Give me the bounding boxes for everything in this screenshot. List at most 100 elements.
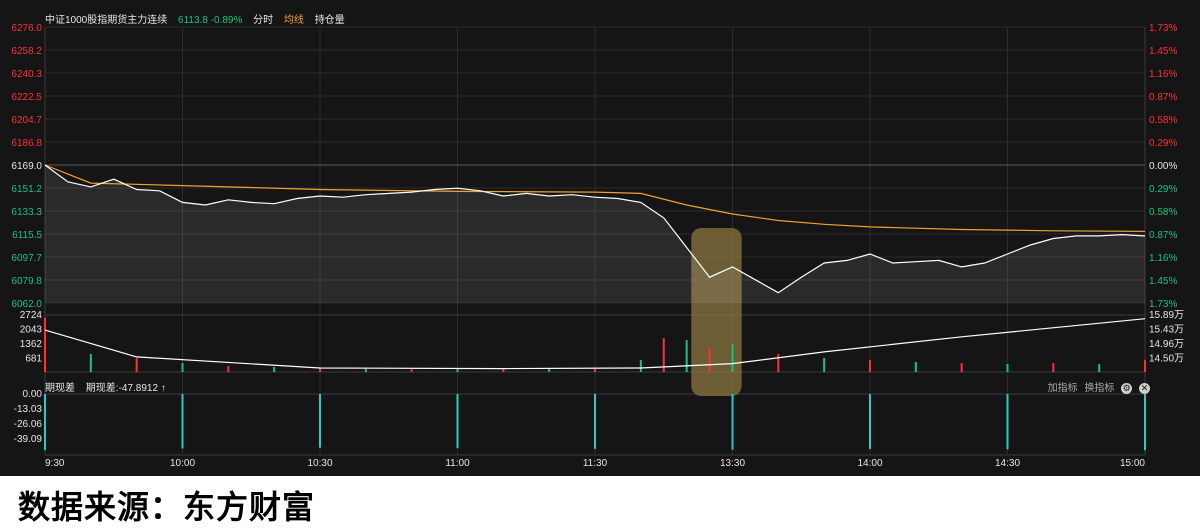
time-tick-label: 11:30 bbox=[583, 458, 608, 469]
highlight-rect bbox=[691, 228, 742, 396]
price-tick-label: 6276.0 bbox=[11, 23, 42, 34]
spread-bar bbox=[181, 394, 184, 449]
add-indicator-button[interactable]: 加指标 bbox=[1047, 383, 1078, 394]
pct-tick-label: 1.45% bbox=[1149, 276, 1177, 287]
pct-tick-label: 0.00% bbox=[1149, 161, 1177, 172]
price-area bbox=[45, 165, 1145, 303]
pct-tick-label: 0.29% bbox=[1149, 184, 1177, 195]
time-tick-label: 11:00 bbox=[445, 458, 470, 469]
gear-icon[interactable]: ⚙ bbox=[1121, 383, 1133, 394]
pct-tick-label: 0.58% bbox=[1149, 207, 1177, 218]
volume-bar bbox=[914, 362, 917, 372]
spread-bar bbox=[594, 394, 596, 449]
axis-labels: 6276.0 6258.2 6240.3 6222.5 6204.7 6186.8 6169… bbox=[11, 23, 1184, 469]
price-area-fill bbox=[45, 165, 1145, 303]
volume-bar bbox=[823, 358, 826, 372]
spread-bar bbox=[869, 394, 871, 450]
tab-open-interest[interactable]: 持仓量 bbox=[314, 15, 345, 26]
volume-bar bbox=[731, 344, 734, 372]
spread-value: 期现差:-47.8912 ↑ bbox=[85, 383, 166, 394]
spread-tick-label: -26.06 bbox=[14, 419, 43, 430]
time-tick-label: 10:30 bbox=[307, 458, 332, 469]
volume-bars bbox=[44, 317, 1146, 372]
volume-bar bbox=[319, 368, 321, 372]
spread-tick-label: 0.00 bbox=[23, 389, 43, 400]
spread-bar bbox=[731, 394, 734, 450]
pct-tick-label: 1.45% bbox=[1149, 46, 1177, 57]
volume-bar bbox=[869, 360, 871, 372]
avg-line bbox=[44, 164, 1146, 232]
time-tick-label: 13:30 bbox=[720, 458, 745, 469]
volume-bar bbox=[273, 367, 276, 372]
pct-tick-label: 0.87% bbox=[1149, 92, 1177, 103]
chart-panel: 6276.0 6258.2 6240.3 6222.5 6204.7 6186.8 6169… bbox=[0, 0, 1200, 476]
oi-tick-label: 14.50万 bbox=[1149, 354, 1184, 365]
price-line bbox=[44, 164, 1146, 294]
close-icon[interactable]: ✕ bbox=[1139, 383, 1150, 394]
volume-bar bbox=[708, 348, 711, 372]
chart-header: 中证1000股指期货主力连续 6113.8 -0.89% 分时 均线 持仓量 bbox=[45, 11, 353, 26]
tab-average-line[interactable]: 均线 bbox=[283, 15, 304, 26]
price-tick-label: 6222.5 bbox=[11, 92, 42, 103]
pct-tick-label: 1.16% bbox=[1149, 69, 1177, 80]
tab-intraday[interactable]: 分时 bbox=[253, 15, 274, 26]
volume-bar bbox=[44, 317, 46, 372]
volume-bar bbox=[135, 358, 138, 372]
price-tick-label: 6169.0 bbox=[11, 161, 42, 172]
oi-path bbox=[44, 318, 1146, 370]
spread-bars bbox=[44, 394, 1146, 451]
price-tick-label: 6258.2 bbox=[11, 46, 42, 57]
volume-bar bbox=[364, 368, 367, 372]
spread-title: 期现差 bbox=[45, 383, 75, 394]
time-tick-label: 14:00 bbox=[857, 458, 882, 469]
pct-tick-label: 1.73% bbox=[1149, 23, 1177, 34]
volume-bar bbox=[1144, 360, 1146, 372]
chart-canvas: 6276.0 6258.2 6240.3 6222.5 6204.7 6186.8 6169… bbox=[11, 23, 1184, 469]
pct-tick-label: 1.73% bbox=[1149, 299, 1177, 310]
volume-tick-label: 681 bbox=[25, 354, 42, 365]
spread-bar bbox=[1006, 394, 1009, 450]
oi-tick-label: 14.96万 bbox=[1149, 339, 1184, 350]
switch-indicator-button[interactable]: 换指标 bbox=[1084, 383, 1115, 394]
oi-tick-label: 15.89万 bbox=[1149, 310, 1184, 321]
spread-tick-label: -13.03 bbox=[14, 404, 43, 415]
volume-bar bbox=[662, 338, 665, 372]
indicator-tools: 加指标 换指标 ⚙ ✕ bbox=[1044, 379, 1150, 394]
price-tick-label: 6151.2 bbox=[11, 184, 42, 195]
volume-bar bbox=[89, 354, 92, 372]
volume-bar bbox=[181, 363, 184, 372]
volume-bar bbox=[639, 360, 642, 372]
volume-bar bbox=[777, 354, 780, 372]
pct-tick-label: 0.58% bbox=[1149, 115, 1177, 126]
price-tick-label: 6186.8 bbox=[11, 138, 42, 149]
volume-bar bbox=[594, 369, 596, 372]
volume-tick-label: 2043 bbox=[20, 325, 43, 336]
spread-header: 期现差 期现差:-47.8912 ↑ bbox=[45, 379, 174, 394]
open-interest-line bbox=[44, 318, 1146, 370]
price-tick-label: 6079.8 bbox=[11, 276, 42, 287]
avg-path bbox=[44, 164, 1146, 232]
volume-bar bbox=[410, 369, 413, 372]
price-tick-label: 6115.5 bbox=[12, 230, 42, 241]
volume-tick-label: 1362 bbox=[20, 339, 43, 350]
price-tick-label: 6062.0 bbox=[11, 299, 42, 310]
pct-tick-label: 0.87% bbox=[1149, 230, 1177, 241]
volume-bar bbox=[685, 340, 688, 372]
time-tick-label: 14:30 bbox=[995, 458, 1020, 469]
time-tick-label: 9:30 bbox=[45, 458, 65, 469]
highlight-box bbox=[691, 228, 742, 396]
volume-bar bbox=[456, 369, 459, 372]
volume-bar bbox=[1098, 364, 1101, 372]
spread-bar bbox=[44, 394, 46, 451]
price-tick-label: 6204.7 bbox=[11, 115, 42, 126]
price-path bbox=[44, 164, 1146, 294]
spread-bar bbox=[1144, 394, 1146, 451]
volume-bar bbox=[1006, 364, 1009, 372]
spread-tick-label: -39.09 bbox=[14, 434, 43, 445]
volume-bar bbox=[960, 363, 963, 372]
volume-tick-label: 2724 bbox=[20, 310, 43, 321]
spread-bar bbox=[319, 394, 321, 448]
pct-tick-label: 0.29% bbox=[1149, 138, 1177, 149]
spread-bar bbox=[456, 394, 459, 449]
price-change: 6113.8 -0.89% bbox=[178, 15, 243, 26]
